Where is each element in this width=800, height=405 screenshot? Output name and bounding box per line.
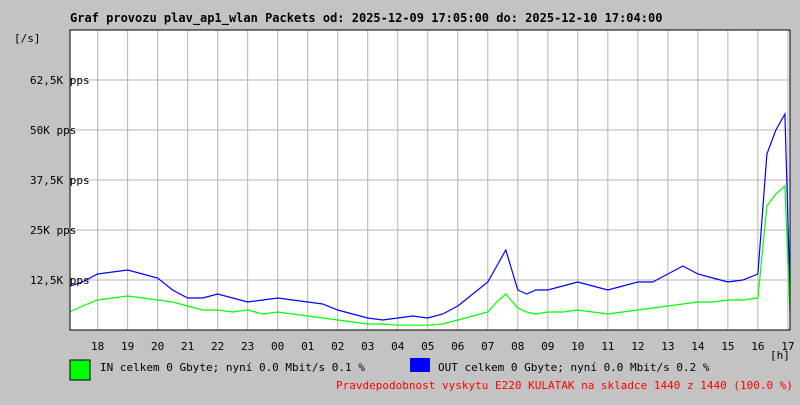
legend-out-text: OUT celkem 0 Gbyte; nyní 0.0 Mbit/s 0.2 …: [438, 361, 710, 374]
x-tick-label: 08: [511, 340, 524, 353]
x-tick-label: 19: [121, 340, 134, 353]
x-tick-label: 09: [541, 340, 554, 353]
x-tick-label: 18: [91, 340, 104, 353]
y-tick-label: 62,5K pps: [30, 74, 90, 87]
x-tick-label: 16: [751, 340, 764, 353]
x-tick-label: 22: [211, 340, 224, 353]
x-tick-label: 12: [631, 340, 644, 353]
x-tick-label: 00: [271, 340, 284, 353]
y-tick-labels: 12,5K pps 25K pps 37,5K pps 50K pps 62,5K pp…: [30, 74, 90, 287]
series-line-out: [69, 111, 791, 321]
y-tick-label: 12,5K pps: [30, 274, 90, 287]
x-tick-label: 05: [421, 340, 434, 353]
x-tick-label: 20: [151, 340, 164, 353]
x-tick-label: 11: [601, 340, 614, 353]
y-tick-label: 50K pps: [30, 124, 76, 137]
x-axis-label: [h]: [770, 349, 790, 362]
plot-border: [69, 29, 791, 331]
x-tick-labels: 18 19 20 21 22 23 00 01 02 03 04 05 06 07 08 09 10 11 12 13…: [91, 340, 795, 353]
y-axis-label: [/s]: [14, 32, 41, 45]
y-tick-label: 37,5K pps: [30, 174, 90, 187]
series-line-in: [69, 184, 791, 326]
series-group: [69, 111, 791, 326]
legend-in-swatch: [69, 359, 91, 381]
legend-in-text: IN celkem 0 Gbyte; nyní 0.0 Mbit/s 0.1 %: [100, 361, 365, 374]
x-tick-label: 17: [781, 340, 794, 353]
x-tick-label: 23: [241, 340, 254, 353]
x-tick-label: 13: [661, 340, 674, 353]
y-tick-label: 25K pps: [30, 224, 76, 237]
x-tick-label: 10: [571, 340, 584, 353]
x-tick-label: 07: [481, 340, 494, 353]
x-tick-label: 15: [721, 340, 734, 353]
x-tick-label: 06: [451, 340, 464, 353]
x-tick-label: 04: [391, 340, 405, 353]
grid: [70, 30, 790, 330]
x-tick-label: 21: [181, 340, 194, 353]
x-tick-label: 01: [301, 340, 314, 353]
x-tick-label: 03: [361, 340, 374, 353]
legend-out-swatch: [410, 358, 430, 372]
footer-probability-text: Pravdepodobnost vyskytu E220 KULATAK na …: [336, 379, 793, 392]
x-tick-label: 14: [691, 340, 705, 353]
x-tick-label: 02: [331, 340, 344, 353]
chart-title: Graf provozu plav_ap1_wlan Packets od: 2…: [70, 11, 662, 26]
